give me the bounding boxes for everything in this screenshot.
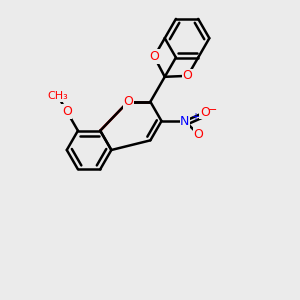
Text: O: O bbox=[200, 106, 210, 118]
Text: −: − bbox=[208, 105, 218, 115]
Text: O: O bbox=[62, 105, 72, 118]
Text: +: + bbox=[191, 112, 199, 122]
Text: O: O bbox=[149, 50, 159, 63]
Text: O: O bbox=[183, 69, 193, 82]
Text: CH₃: CH₃ bbox=[47, 91, 68, 101]
Text: O: O bbox=[194, 128, 203, 141]
Text: O: O bbox=[123, 95, 133, 108]
Text: N: N bbox=[180, 115, 190, 128]
